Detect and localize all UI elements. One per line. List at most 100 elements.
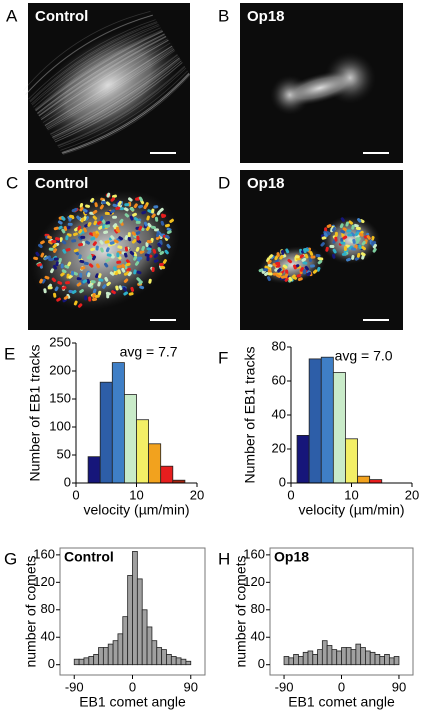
track [88, 263, 94, 268]
fiber [38, 36, 167, 117]
bar [369, 479, 383, 484]
track [148, 278, 152, 284]
fiber [40, 39, 169, 120]
fiber [57, 66, 186, 147]
track [361, 245, 366, 251]
track [293, 264, 297, 270]
fiber [47, 50, 176, 131]
track [127, 232, 131, 238]
track [154, 216, 159, 222]
track [98, 273, 102, 279]
fiber [29, 21, 158, 102]
track [332, 248, 337, 254]
bar [350, 649, 357, 666]
signal [37, 28, 179, 142]
track [78, 254, 82, 260]
track [347, 233, 353, 237]
bar [288, 657, 295, 666]
y-tick-label: 0 [64, 474, 71, 489]
annotation: avg = 7.7 [120, 344, 178, 360]
bar [308, 358, 322, 484]
track [71, 289, 77, 294]
track [348, 220, 354, 225]
x-axis-label: velocity (µm/min) [298, 502, 404, 518]
fiber [45, 47, 174, 128]
y-tick-label: 80 [272, 338, 286, 353]
track [103, 230, 109, 234]
bar [117, 633, 124, 666]
track [304, 253, 309, 259]
track [351, 224, 355, 230]
fiber [40, 39, 169, 120]
bar [341, 647, 347, 666]
fiber [60, 70, 188, 151]
bar [166, 654, 172, 666]
track [94, 233, 99, 239]
track [51, 277, 57, 283]
track [303, 248, 307, 254]
track [35, 251, 40, 257]
x-tick-label: -90 [65, 679, 84, 694]
track [117, 269, 122, 275]
bar [93, 654, 99, 666]
fiber [25, 14, 154, 96]
track [104, 262, 109, 268]
track [106, 281, 111, 286]
track [125, 262, 131, 267]
track [117, 200, 122, 206]
fiber [58, 67, 187, 148]
y-tick-label: 100 [49, 418, 71, 433]
track [109, 271, 115, 276]
x-tick-label: 0 [287, 487, 294, 502]
bar [127, 575, 133, 666]
track [47, 286, 53, 290]
fiber [44, 45, 173, 126]
track [52, 264, 58, 270]
track [57, 225, 63, 230]
track [155, 235, 161, 240]
track [48, 258, 54, 262]
fiber [53, 60, 182, 141]
track [301, 257, 307, 262]
bar [175, 657, 182, 666]
track [133, 217, 139, 222]
fiber [53, 60, 182, 141]
bar [379, 656, 385, 666]
track [164, 249, 169, 255]
track [115, 226, 120, 232]
track [136, 235, 140, 241]
track [282, 264, 288, 269]
bar [146, 626, 153, 666]
track [44, 275, 50, 280]
fiber [41, 40, 169, 121]
track [104, 240, 110, 244]
track [65, 281, 71, 285]
track [152, 248, 157, 254]
track [115, 206, 121, 210]
track [114, 228, 119, 234]
track [354, 231, 360, 237]
track [106, 293, 110, 299]
track [372, 247, 377, 253]
track [105, 221, 111, 225]
track [124, 246, 129, 252]
image-label: Control [35, 8, 88, 25]
bar [317, 649, 323, 666]
track [136, 270, 142, 275]
track [141, 210, 147, 215]
track [105, 258, 111, 263]
track [130, 286, 135, 292]
y-tick-label: 120 [243, 574, 265, 589]
bar [312, 654, 318, 666]
track [299, 254, 305, 259]
track [147, 222, 152, 228]
track [88, 296, 92, 302]
track [104, 211, 110, 216]
bar [336, 650, 342, 666]
y-axis-label: number of comets [233, 555, 249, 667]
track [93, 220, 98, 226]
track [131, 239, 137, 244]
track [43, 288, 47, 294]
bar [369, 651, 376, 666]
track [303, 269, 307, 275]
